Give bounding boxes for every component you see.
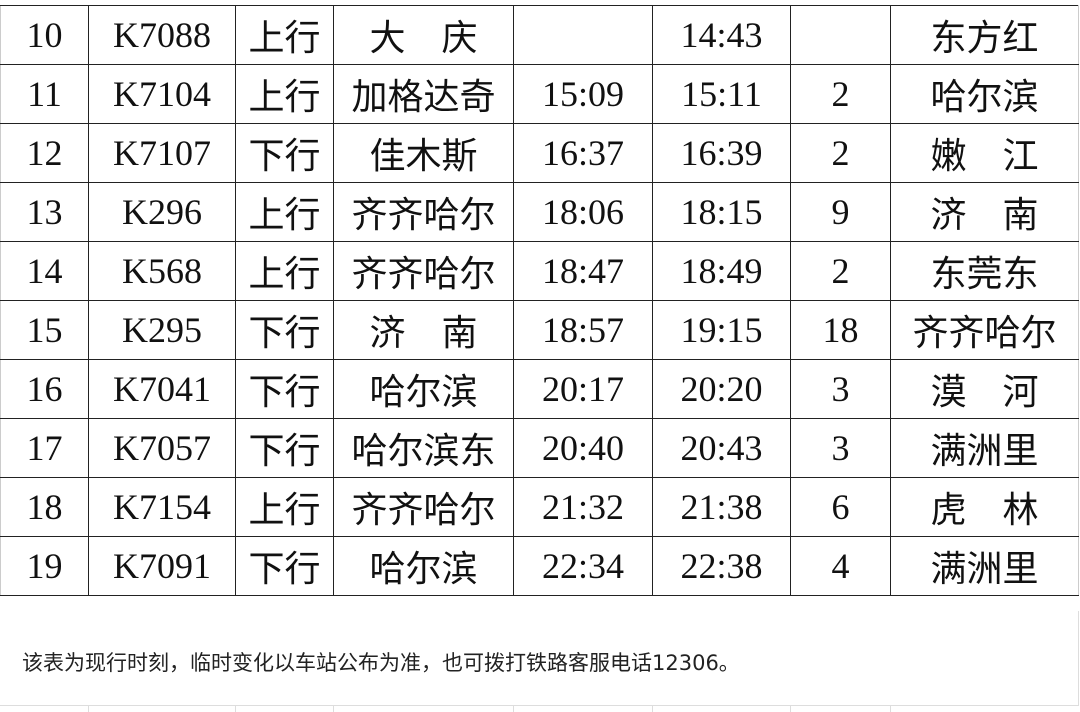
table-row: 10 K7088 上行大 庆 14:43 东方红 <box>0 5 1079 65</box>
cell-no: 14 <box>0 241 89 301</box>
cell-direction: 下行 <box>235 300 334 360</box>
cell-origin: 齐齐哈尔 <box>333 182 514 242</box>
cell-stop: 3 <box>790 359 891 419</box>
table-row: 16 K7041 下行 哈尔滨 20:17 20:20 3 漠 河 <box>0 359 1079 419</box>
table-row: 14 K568 上行 齐齐哈尔 18:47 18:49 2 东莞东 <box>0 241 1079 301</box>
cell-direction: 下行 <box>235 536 334 596</box>
cell-no: 15 <box>0 300 89 360</box>
cell-destination: 虎 林 <box>890 477 1079 537</box>
cell-no: 10 <box>0 5 89 65</box>
cell-depart: 15:11 <box>652 64 791 124</box>
cell-arrive: 18:57 <box>513 300 653 360</box>
cell-origin: 哈尔滨 <box>333 536 514 596</box>
cell-arrive: 15:09 <box>513 64 653 124</box>
train-timetable: 10 K7088 上行大 庆 14:43 东方红 11 K7104 上行 加格达奇 15:09 15… <box>0 5 1079 596</box>
table-row: 13 K296 上行 齐齐哈尔 18:06 18:15 9 济 南 <box>0 182 1079 242</box>
cell-origin: 哈尔滨东 <box>333 418 514 478</box>
cell-depart: 22:38 <box>652 536 791 596</box>
cell-origin: 哈尔滨 <box>333 359 514 419</box>
cell-depart: 19:15 <box>652 300 791 360</box>
cell-direction: 下行 <box>235 359 334 419</box>
cell-depart: 16:39 <box>652 123 791 183</box>
table-row: 12 K7107 下行 佳木斯 16:37 16:39 2 嫩 江 <box>0 123 1079 183</box>
cell-direction: 上行 <box>235 5 334 65</box>
cell-stop: 6 <box>790 477 891 537</box>
cell-train: K7104 <box>88 64 236 124</box>
table-row: 15 K295 下行济 南 18:57 19:15 18 齐齐哈尔 <box>0 300 1079 360</box>
cell-origin: 济 南 <box>333 300 514 360</box>
cell-origin: 大 庆 <box>333 5 514 65</box>
cell-stop: 2 <box>790 123 891 183</box>
cell-arrive: 20:17 <box>513 359 653 419</box>
cell-depart: 20:43 <box>652 418 791 478</box>
cell-no: 11 <box>0 64 89 124</box>
cell-train: K568 <box>88 241 236 301</box>
cell-train: K296 <box>88 182 236 242</box>
cell-origin: 加格达奇 <box>333 64 514 124</box>
cell-no: 17 <box>0 418 89 478</box>
cell-no: 13 <box>0 182 89 242</box>
cell-no: 16 <box>0 359 89 419</box>
cell-stop: 18 <box>790 300 891 360</box>
cell-arrive: 22:34 <box>513 536 653 596</box>
cell-train: K7107 <box>88 123 236 183</box>
cell-origin: 佳木斯 <box>333 123 514 183</box>
cell-origin: 齐齐哈尔 <box>333 241 514 301</box>
footer-note: 该表为现行时刻，临时变化以车站公布为准，也可拨打铁路客服电话12306。 <box>22 651 740 675</box>
table-row: 19 K7091 下行 哈尔滨 22:34 22:38 4 满洲里 <box>0 536 1079 596</box>
cell-train: K7057 <box>88 418 236 478</box>
cell-stop <box>790 5 891 65</box>
table-row: 17 K7057 下行 哈尔滨东 20:40 20:43 3 满洲里 <box>0 418 1079 478</box>
cell-stop: 2 <box>790 241 891 301</box>
cell-arrive: 21:32 <box>513 477 653 537</box>
cell-stop: 4 <box>790 536 891 596</box>
cell-depart: 14:43 <box>652 5 791 65</box>
cell-depart: 20:20 <box>652 359 791 419</box>
cell-train: K7154 <box>88 477 236 537</box>
cell-train: K295 <box>88 300 236 360</box>
cell-direction: 上行 <box>235 241 334 301</box>
cell-stop: 9 <box>790 182 891 242</box>
table-row: 18 K7154 上行 齐齐哈尔 21:32 21:38 6 虎 林 <box>0 477 1079 537</box>
cell-no: 18 <box>0 477 89 537</box>
cell-destination: 嫩 江 <box>890 123 1079 183</box>
cell-train: K7091 <box>88 536 236 596</box>
cell-depart: 18:49 <box>652 241 791 301</box>
cell-no: 12 <box>0 123 89 183</box>
cell-destination: 齐齐哈尔 <box>890 300 1079 360</box>
footer-note-cell: 该表为现行时刻，临时变化以车站公布为准，也可拨打铁路客服电话12306。 <box>0 611 1079 706</box>
cell-direction: 上行 <box>235 182 334 242</box>
cell-arrive: 20:40 <box>513 418 653 478</box>
cell-destination: 东方红 <box>890 5 1079 65</box>
cell-depart: 21:38 <box>652 477 791 537</box>
cell-origin: 齐齐哈尔 <box>333 477 514 537</box>
cell-destination: 东莞东 <box>890 241 1079 301</box>
cell-destination: 满洲里 <box>890 418 1079 478</box>
cell-arrive: 16:37 <box>513 123 653 183</box>
cell-destination: 满洲里 <box>890 536 1079 596</box>
cell-arrive <box>513 5 653 65</box>
cell-arrive: 18:47 <box>513 241 653 301</box>
cell-direction: 上行 <box>235 477 334 537</box>
cell-direction: 下行 <box>235 123 334 183</box>
cell-depart: 18:15 <box>652 182 791 242</box>
cell-destination: 漠 河 <box>890 359 1079 419</box>
cell-train: K7088 <box>88 5 236 65</box>
cell-arrive: 18:06 <box>513 182 653 242</box>
cell-direction: 下行 <box>235 418 334 478</box>
cell-no: 19 <box>0 536 89 596</box>
cell-destination: 哈尔滨 <box>890 64 1079 124</box>
cell-stop: 2 <box>790 64 891 124</box>
cell-direction: 上行 <box>235 64 334 124</box>
table-row: 11 K7104 上行 加格达奇 15:09 15:11 2 哈尔滨 <box>0 64 1079 124</box>
cell-stop: 3 <box>790 418 891 478</box>
cell-train: K7041 <box>88 359 236 419</box>
cell-destination: 济 南 <box>890 182 1079 242</box>
